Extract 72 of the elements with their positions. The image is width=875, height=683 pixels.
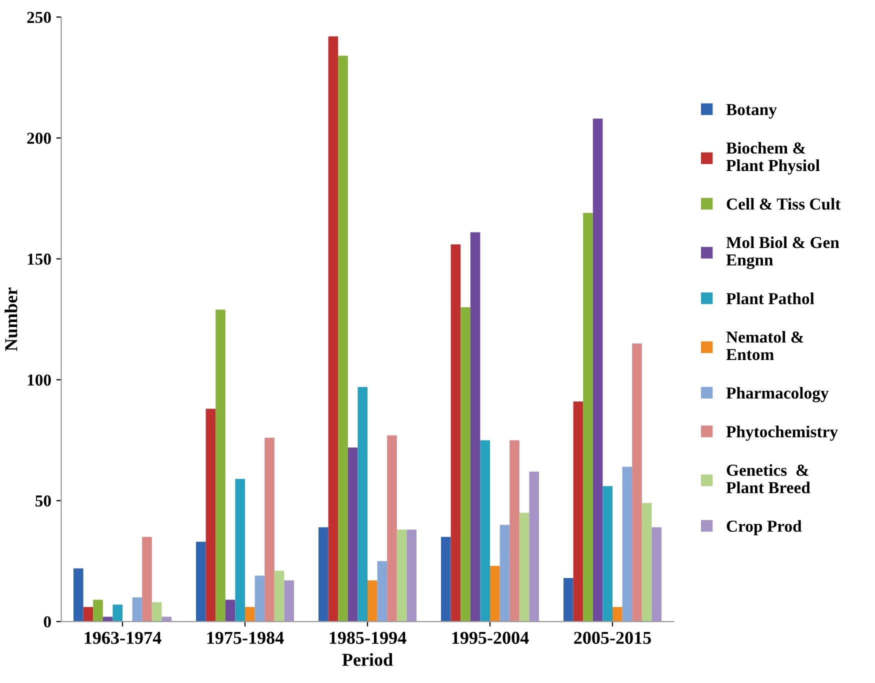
y-tick-label: 100 (28, 374, 51, 386)
bar (132, 597, 142, 622)
x-tick-label: 1975-1984 (207, 632, 284, 644)
bar (564, 578, 574, 622)
x-tick-label: 1995-2004 (452, 632, 529, 644)
bar (529, 472, 539, 622)
bar (142, 536, 152, 622)
bar (377, 561, 388, 622)
bar (470, 232, 480, 622)
y-tick-label: 250 (27, 12, 51, 24)
bar (368, 580, 378, 622)
bar (480, 440, 490, 622)
bar (216, 310, 226, 622)
bar (387, 435, 397, 622)
legend-label: Genetics & Plant Breed (726, 464, 810, 494)
bar (74, 568, 84, 622)
bar (441, 536, 451, 622)
bar (490, 566, 500, 622)
bar (358, 387, 368, 622)
y-axis-title: Number (4, 288, 18, 352)
bar (112, 604, 122, 622)
bar (93, 600, 103, 622)
bar (396, 530, 407, 622)
bar (573, 402, 584, 622)
bar (450, 244, 461, 622)
bar (602, 486, 612, 622)
bar (612, 607, 622, 622)
bar (632, 343, 642, 622)
x-axis-title: Period (342, 653, 393, 666)
y-tick-label: 50 (36, 495, 51, 507)
bar (460, 307, 470, 622)
bar (162, 616, 172, 622)
bar (519, 512, 530, 622)
legend-label: Botany (726, 104, 777, 119)
bar (642, 503, 652, 622)
legend-label: Nematol & Entom (726, 330, 804, 360)
bar (206, 408, 216, 622)
bar (510, 440, 520, 622)
bar (592, 118, 603, 622)
bar (152, 602, 162, 622)
bar (235, 478, 245, 622)
x-tick-label: 1985-1994 (330, 632, 406, 644)
bar (328, 36, 338, 622)
legend-label: Mol Biol & Gen Engnn (726, 236, 840, 270)
bar (406, 530, 416, 622)
legend-label: Biochem & Plant Physiol (726, 142, 820, 175)
bar (583, 212, 593, 622)
bar (196, 542, 206, 622)
y-tick-label: 200 (27, 132, 51, 144)
x-tick-label: 1963-1974 (84, 632, 162, 644)
bar (500, 524, 510, 622)
bar (83, 607, 94, 622)
bar (348, 447, 358, 622)
y-tick-label: 150 (28, 254, 51, 265)
bar (254, 576, 265, 622)
legend-label: Phytochemistry (726, 426, 838, 441)
bar (264, 438, 274, 622)
legend-label: Plant Pathol (726, 292, 814, 304)
bar (284, 580, 294, 622)
bar (622, 466, 632, 622)
bar (318, 527, 328, 622)
legend-label: Pharmacology (726, 386, 829, 402)
legend-label: Crop Prod (726, 520, 802, 536)
bar (274, 570, 284, 622)
bar (225, 600, 236, 622)
bar (338, 56, 348, 622)
bar (102, 616, 113, 622)
x-tick-label: 2005-2015 (574, 632, 651, 644)
bar (245, 607, 255, 622)
bar (652, 527, 662, 622)
y-tick-label: 0 (44, 616, 51, 628)
legend-label: Cell & Tiss Cult (726, 198, 841, 210)
